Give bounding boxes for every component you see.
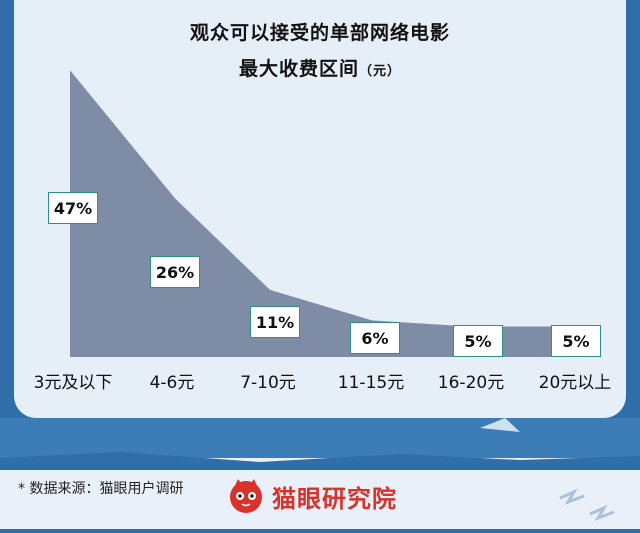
cat-logo-icon [230,479,262,513]
ice-floor [0,418,640,529]
x-tick-label: 7-10元 [240,373,296,393]
data-label: 6% [350,322,400,354]
x-tick-label: 20元以上 [538,373,612,393]
x-tick-label: 11-15元 [337,373,405,393]
area-chart [70,70,595,358]
x-tick-label: 3元及以下 [33,373,113,393]
ice-decoration [0,418,640,529]
data-label: 5% [453,325,503,357]
chart-subtitle: 最大收费区间（元） [0,54,640,81]
data-source-footnote: * 数据来源：猫眼用户调研 [18,481,184,497]
brand-name: 猫眼研究院 [272,484,397,513]
data-label: 5% [551,325,601,357]
x-tick-label: 4-6元 [149,373,195,393]
brand: 猫眼研究院 [228,478,397,514]
x-tick-label: 16-20元 [437,373,505,393]
data-label: 26% [150,256,200,288]
chart-title: 观众可以接受的单部网络电影 [189,22,450,44]
data-label: 47% [48,192,98,224]
chart-unit: （元） [359,64,402,79]
area-series [70,70,595,358]
data-label: 11% [250,306,300,338]
chart-subtitle-text: 最大收费区间 [238,58,359,80]
